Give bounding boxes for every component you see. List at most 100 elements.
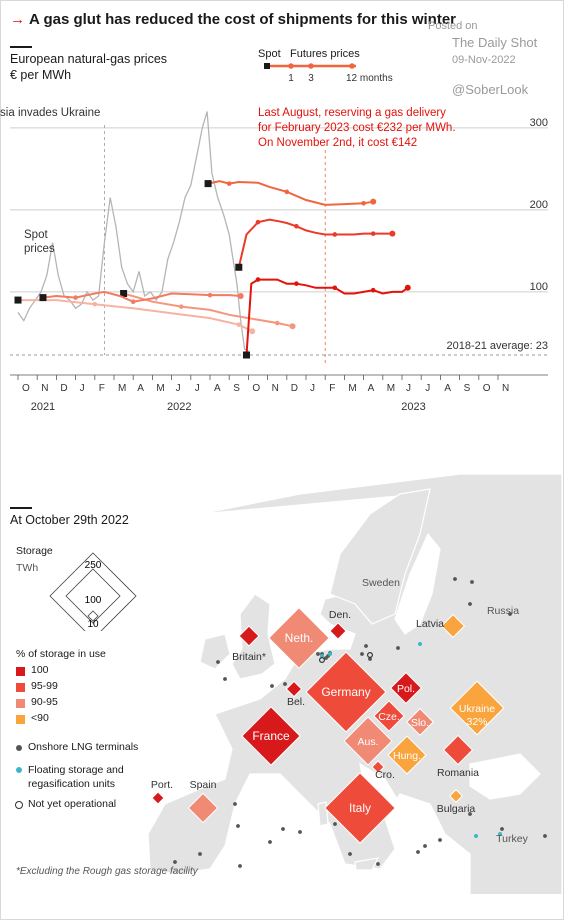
futures-end-dot-2 bbox=[370, 198, 377, 205]
x-tick-label-6: A bbox=[137, 383, 144, 394]
country-label-18: Bulgaria bbox=[437, 803, 476, 815]
lng-dot-0 bbox=[216, 660, 220, 664]
legend-spot: Spot bbox=[258, 48, 281, 60]
diamond-5 bbox=[389, 671, 423, 705]
chart-subtitle: European natural-gas prices € per MWh bbox=[10, 51, 167, 83]
futures-dot-1-1 bbox=[294, 223, 299, 229]
x-tick-label-4: F bbox=[99, 383, 105, 394]
futures-line-0 bbox=[245, 278, 409, 356]
lng-dot-29 bbox=[423, 844, 427, 848]
futures-dot-3-0 bbox=[73, 295, 78, 300]
x-tick-label-19: M bbox=[387, 383, 395, 394]
futures-dot-0-0 bbox=[255, 277, 261, 282]
series-lines bbox=[14, 111, 411, 359]
diamond-1 bbox=[329, 622, 347, 640]
x-tick-label-7: M bbox=[156, 383, 164, 394]
futures-dot-2-0 bbox=[226, 181, 232, 186]
map-subtitle-rule bbox=[10, 507, 32, 509]
annotations: Russia invades Ukraine Spot prices 2018-21 … bbox=[0, 107, 548, 352]
size-legend: 250 100 10 bbox=[49, 552, 137, 631]
country-label-11: Ukraine bbox=[459, 703, 495, 715]
planned-dot-0 bbox=[367, 652, 374, 659]
lng-dot-20 bbox=[236, 824, 240, 828]
country-label-8: Slo. bbox=[411, 717, 429, 729]
spot-start-square-2 bbox=[204, 180, 212, 188]
year-label-0: 2021 bbox=[31, 401, 55, 413]
bucket-swatch-1 bbox=[16, 683, 25, 692]
year-label-1: 2022 bbox=[167, 401, 191, 413]
pct-legend-title: % of storage in use bbox=[16, 648, 106, 660]
diamond-2 bbox=[238, 625, 260, 647]
diamond-18 bbox=[449, 789, 463, 803]
ytick-100: 100 bbox=[530, 281, 548, 293]
legend: Spot Futures prices 1 3 12 months bbox=[258, 48, 393, 84]
bucket-label-1: 95-99 bbox=[31, 680, 58, 692]
spot-price-line bbox=[17, 111, 249, 352]
country-label-12: Romania bbox=[437, 767, 479, 779]
futures-end-dot-4 bbox=[289, 323, 296, 330]
country-label-15: Port. bbox=[151, 779, 173, 791]
x-tick-label-10: A bbox=[214, 383, 221, 394]
diamond-12 bbox=[442, 734, 474, 766]
lng-dot-18 bbox=[173, 860, 177, 864]
europe-storage-map: Neth. Den. Britain* Bel. Germany Pol. France Cz… bbox=[1, 474, 563, 894]
diamond-17 bbox=[324, 772, 396, 844]
callout-line-2: On November 2nd, it cost €142 bbox=[258, 137, 417, 149]
size-legend-10 bbox=[87, 610, 99, 622]
legend-dot-1 bbox=[308, 63, 314, 69]
lng-dot-21 bbox=[238, 864, 242, 868]
country-label-10: Hung. bbox=[393, 750, 421, 762]
spot-label-0: Spot bbox=[24, 229, 48, 241]
x-tick-label-1: N bbox=[41, 383, 48, 394]
map-subtitle: At October 29th 2022 bbox=[10, 513, 129, 527]
lng-dot-10 bbox=[368, 657, 372, 661]
x-tick-label-24: O bbox=[483, 383, 491, 394]
country-label-2: Britain* bbox=[232, 651, 266, 663]
lng-dot-15 bbox=[468, 602, 472, 606]
marker-planned bbox=[15, 801, 23, 809]
bucket-swatch-0 bbox=[16, 667, 25, 676]
spot-start-square-5 bbox=[14, 296, 22, 304]
lng-dot-24 bbox=[298, 830, 302, 834]
marker-onshore-label: Onshore LNG terminals bbox=[28, 741, 139, 753]
bucket-label-0: 100 bbox=[31, 664, 49, 676]
bucket-label-3: <90 bbox=[31, 712, 49, 724]
land-black-sea bbox=[469, 753, 541, 800]
country-label-7: Cze. bbox=[378, 711, 400, 723]
place-label-0: Sweden bbox=[362, 577, 400, 589]
lng-dot-26 bbox=[348, 852, 352, 856]
diamond-15 bbox=[151, 791, 165, 805]
x-tick-label-5: M bbox=[118, 383, 126, 394]
fsru-dot-3 bbox=[474, 834, 478, 838]
lng-dot-3 bbox=[283, 682, 287, 686]
invasion-label: Russia invades Ukraine bbox=[0, 107, 100, 119]
country-label-9: Aus. bbox=[357, 736, 378, 748]
lng-dot-12 bbox=[396, 646, 400, 650]
futures-line-5 bbox=[18, 299, 253, 333]
diamond-14 bbox=[371, 760, 385, 774]
watermark-handle: @SoberLook bbox=[452, 82, 529, 97]
country-label-6: France bbox=[252, 729, 290, 743]
subtitle-line-2: € per MWh bbox=[10, 68, 72, 82]
country-label-14: Cro. bbox=[375, 769, 395, 781]
callout-line-0: Last August, reserving a gas delivery bbox=[258, 107, 446, 119]
lng-dot-22 bbox=[268, 840, 272, 844]
storage-diamonds: Neth. Den. Britain* Bel. Germany Pol. France Cz… bbox=[151, 607, 505, 844]
lng-dot-27 bbox=[376, 862, 380, 866]
lng-dot-2 bbox=[270, 684, 274, 688]
lng-dot-8 bbox=[324, 656, 328, 660]
footnote: *Excluding the Rough gas storage facilit… bbox=[16, 866, 198, 877]
country-label-13: Latvia bbox=[416, 618, 444, 630]
chart-title: → A gas glut has reduced the cost of ship… bbox=[10, 11, 456, 28]
x-tick-label-15: J bbox=[310, 383, 315, 394]
futures-dot-0-2 bbox=[332, 285, 338, 291]
x-tick-label-11: S bbox=[233, 383, 240, 394]
land-scandinavia bbox=[329, 488, 431, 625]
lng-dot-4 bbox=[316, 652, 320, 656]
x-tick-label-0: O bbox=[22, 383, 30, 394]
spot-start-square-4 bbox=[120, 290, 128, 297]
x-tick-label-21: J bbox=[425, 383, 430, 394]
diamond-10 bbox=[387, 735, 427, 775]
lng-dot-31 bbox=[468, 812, 472, 816]
